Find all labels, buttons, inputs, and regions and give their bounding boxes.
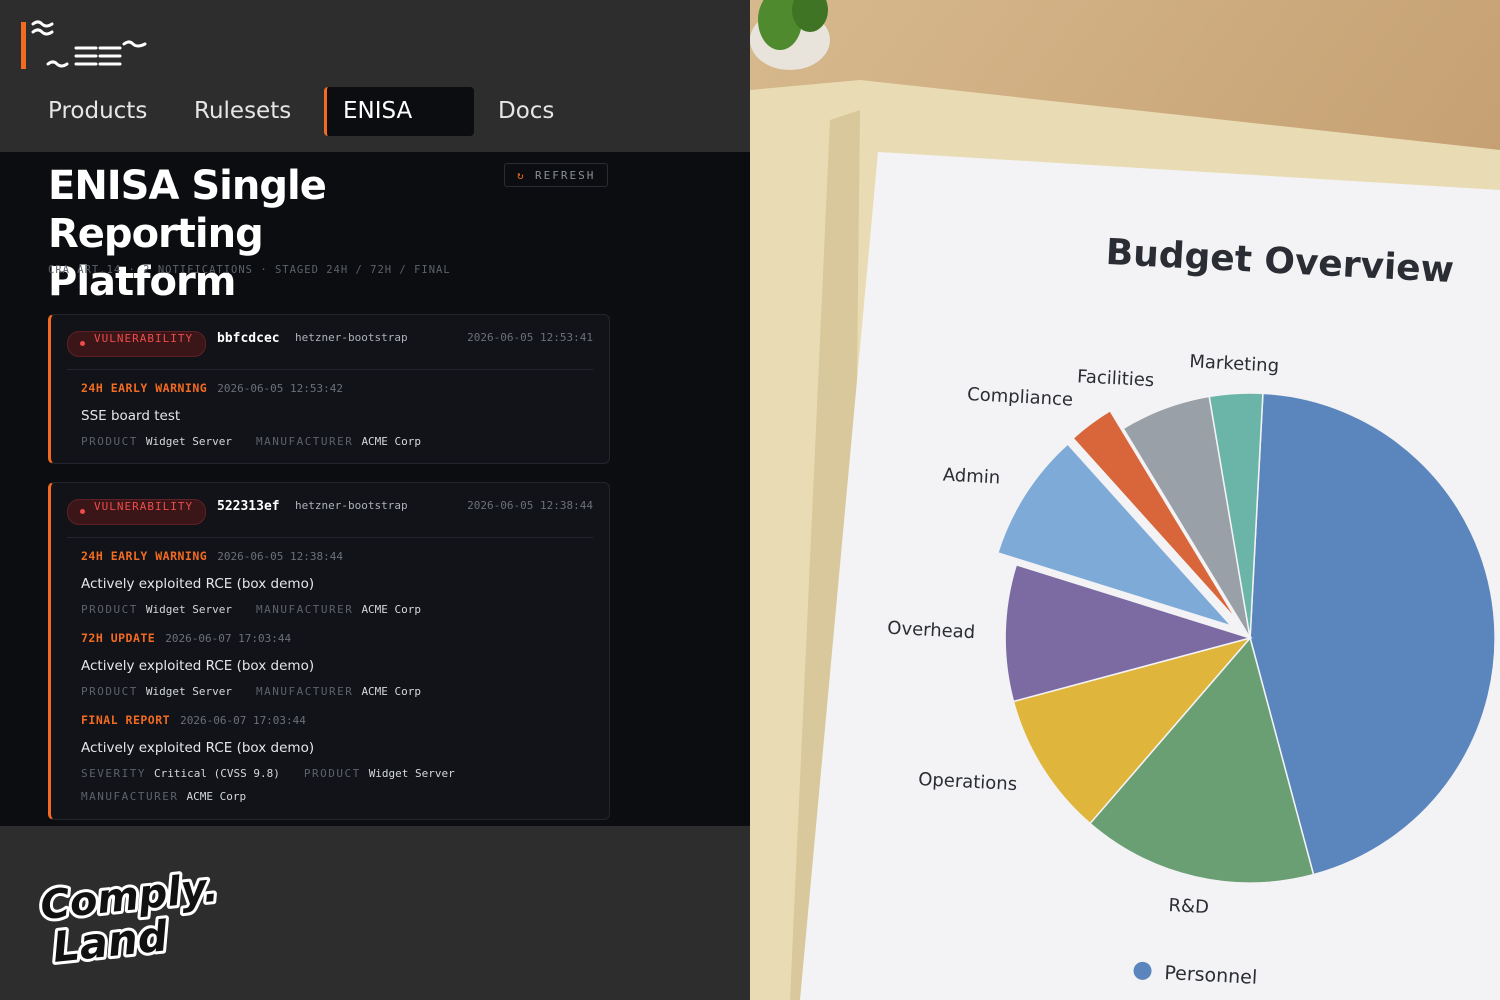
type-badge: VULNERABILITY [67, 331, 207, 357]
entry-fields: PRODUCT Widget Server MANUFACTURER ACME Cor… [81, 435, 501, 448]
field: PRODUCT Widget Server [81, 685, 232, 698]
entry-header: 24H EARLY WARNING 2026-06-05 12:38:44 [81, 545, 501, 564]
divider [67, 537, 593, 538]
slice-label: R&D [1168, 895, 1209, 918]
entry-header: 24H EARLY WARNING 2026-06-05 12:53:42 [81, 377, 501, 396]
header: Products Rulesets ENISA Docs [0, 0, 750, 152]
field-value: ACME Corp [361, 603, 422, 616]
host-name: hetzner-bootstrap [295, 499, 408, 512]
field-label: MANUFACTURER [255, 435, 354, 448]
entry-fields: SEVERITY Critical (CVSS 9.8) PRODUCT Widget… [81, 767, 501, 803]
nav-tab-active[interactable]: ENISA [324, 87, 474, 136]
entry-time: 2026-06-07 17:03:44 [165, 632, 292, 645]
entry-header: 72H UPDATE 2026-06-07 17:03:44 [81, 627, 501, 646]
report-entry: 24H EARLY WARNING 2026-06-05 12:53:42 SSE … [81, 377, 501, 448]
field: MANUFACTURER ACME Corp [256, 603, 421, 616]
card-header: VULNERABILITY bbfcdcec hetzner-bootstrap 20… [67, 331, 593, 357]
slice-label: Overhead [887, 618, 976, 644]
slice-label: Admin [942, 465, 1000, 489]
field-label: PRODUCT [81, 435, 138, 448]
field-value: Widget Server [145, 685, 232, 698]
entry-time: 2026-06-07 17:03:44 [180, 714, 306, 727]
pie-slice [1088, 636, 1315, 884]
field-value: Widget Server [368, 767, 455, 780]
page-meta: CRA ART.14 · 2 NOTIFICATIONS · STAGED 24… [48, 264, 451, 276]
pie-chart: Budget Overview R&DOperationsOverheadAdm… [887, 232, 1496, 989]
timestamp: 2026-06-05 12:53:41 [467, 331, 593, 344]
entry-text: SSE board test [81, 408, 181, 424]
field: PRODUCT Widget Server [81, 603, 232, 616]
pie-slice [1071, 409, 1238, 621]
notification-card[interactable]: VULNERABILITY 522313ef hetzner-bootstrap 20… [48, 482, 610, 820]
stage-label: 24H EARLY WARNING [81, 381, 208, 395]
page-title: ENISA Single Reporting Platform [48, 163, 327, 305]
field-value: ACME Corp [186, 790, 247, 803]
report-entry: 24H EARLY WARNING 2026-06-05 12:38:44 Acti… [81, 545, 501, 616]
host-name: hetzner-bootstrap [295, 331, 408, 344]
report-entry: 72H UPDATE 2026-06-07 17:03:44 Actively ex… [81, 627, 501, 698]
logo-text: Land [50, 911, 170, 972]
refresh-button[interactable]: REFRESH [504, 163, 608, 188]
type-badge: VULNERABILITY [67, 499, 207, 525]
notification-card[interactable]: VULNERABILITY bbfcdcec hetzner-bootstrap 20… [48, 314, 610, 464]
divider [67, 369, 593, 370]
notification-id: bbfcdcec [217, 331, 280, 346]
notification-id: 522313ef [217, 499, 280, 514]
field: PRODUCT Widget Server [81, 435, 232, 448]
pie-slice [996, 442, 1234, 628]
stage-label: 24H EARLY WARNING [81, 549, 208, 563]
nav-tab[interactable]: Docs [498, 98, 555, 124]
nav-tab[interactable]: Products [48, 98, 148, 124]
legend-label: Personnel [1164, 962, 1258, 989]
field-label: SEVERITY [81, 767, 146, 780]
footer: Comply. Land [0, 826, 750, 1000]
field-value: ACME Corp [361, 685, 422, 698]
field: MANUFACTURER ACME Corp [256, 685, 421, 698]
pie-slice [1004, 563, 1253, 703]
nav-tab[interactable]: Rulesets [194, 98, 292, 124]
legend-swatch [1133, 961, 1152, 980]
field-value: Widget Server [145, 603, 232, 616]
field-label: MANUFACTURER [255, 603, 354, 616]
field-value: ACME Corp [361, 435, 422, 448]
entry-fields: PRODUCT Widget Server MANUFACTURER ACME Cor… [81, 603, 501, 616]
timestamp: 2026-06-05 12:38:44 [467, 499, 593, 512]
stage-label: FINAL REPORT [81, 713, 171, 727]
pie-slice [1012, 636, 1253, 825]
pie-slice [1249, 392, 1496, 876]
card-header: VULNERABILITY 522313ef hetzner-bootstrap 20… [67, 499, 593, 525]
field-value: Critical (CVSS 9.8) [153, 767, 280, 780]
field: PRODUCT Widget Server [304, 767, 455, 780]
footer-logo[interactable]: Comply. Land [0, 826, 223, 1000]
field: SEVERITY Critical (CVSS 9.8) [81, 767, 280, 780]
entry-header: FINAL REPORT 2026-06-07 17:03:44 [81, 709, 501, 728]
slice-label: Operations [918, 769, 1018, 795]
field: MANUFACTURER ACME Corp [81, 790, 246, 803]
pie-slice [1208, 392, 1264, 639]
slice-label: Facilities [1077, 366, 1155, 391]
app-panel: Products Rulesets ENISA Docs ENISA Singl… [0, 0, 750, 1000]
field: MANUFACTURER ACME Corp [256, 435, 421, 448]
stage-label: 72H UPDATE [81, 631, 156, 645]
field-label: MANUFACTURER [81, 790, 179, 803]
plant [750, 0, 830, 70]
entry-time: 2026-06-05 12:38:44 [217, 550, 344, 563]
photo: Budget Overview R&DOperationsOverheadAdm… [750, 0, 1500, 1000]
entry-text: Actively exploited RCE (box demo) [81, 658, 315, 674]
field-label: MANUFACTURER [255, 685, 354, 698]
brand-logo[interactable] [0, 0, 160, 80]
entry-text: Actively exploited RCE (box demo) [81, 576, 315, 592]
entry-text: Actively exploited RCE (box demo) [81, 740, 315, 756]
report-entry: FINAL REPORT 2026-06-07 17:03:44 Actively … [81, 709, 501, 803]
slice-label: Marketing [1189, 351, 1280, 377]
entry-time: 2026-06-05 12:53:42 [217, 382, 344, 395]
field-value: Widget Server [145, 435, 232, 448]
field-label: PRODUCT [303, 767, 361, 780]
field-label: PRODUCT [81, 603, 138, 616]
entry-fields: PRODUCT Widget Server MANUFACTURER ACME Cor… [81, 685, 501, 698]
field-label: PRODUCT [81, 685, 138, 698]
